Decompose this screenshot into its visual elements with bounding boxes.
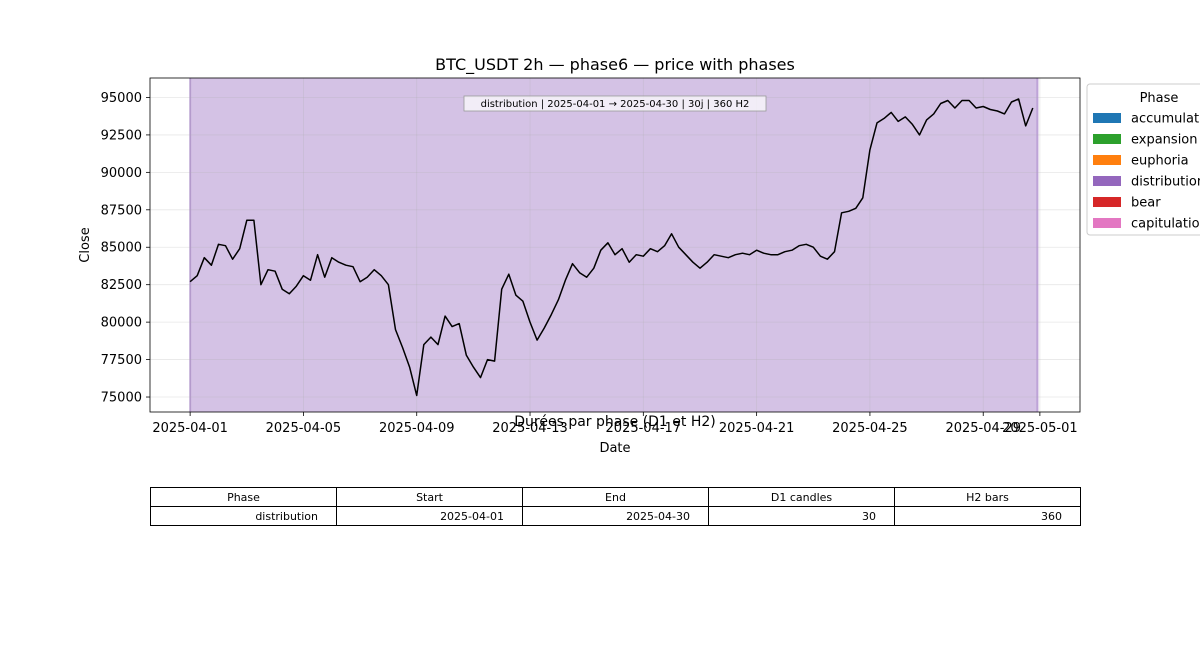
header-end: End (522, 487, 709, 507)
y-tick-label: 87500 (101, 203, 142, 218)
table-title: Durées par phase (D1 et H2) (514, 414, 716, 430)
x-tick-label: 2025-04-01 (152, 421, 228, 436)
x-axis-label: Date (599, 441, 630, 456)
header-h2-bars: H2 bars (894, 487, 1081, 507)
legend-label: expansion (1131, 133, 1198, 148)
y-tick-label: 77500 (101, 353, 142, 368)
y-tick-label: 80000 (101, 316, 142, 331)
header-d1-candles: D1 candles (708, 487, 895, 507)
plot-background (150, 78, 1080, 412)
legend: Phase accumulation expansion euphoria distr… (1086, 83, 1200, 236)
header-start: Start (336, 487, 523, 507)
x-tick-label: 2025-04-25 (832, 421, 908, 436)
x-tick-label: 2025-04-21 (719, 421, 795, 436)
legend-swatch (1093, 155, 1121, 165)
x-tick-label: 2025-04-29 (945, 421, 1021, 436)
legend-swatch (1093, 176, 1121, 186)
x-tick-label: 2025-04-13 (492, 421, 568, 436)
y-tick-label: 95000 (101, 91, 142, 106)
legend-title: Phase (1140, 91, 1179, 106)
price-series-line (189, 98, 1034, 397)
x-tick-label: 2025-04-05 (266, 421, 342, 436)
legend-label: capitulation (1131, 217, 1200, 232)
legend-swatch (1093, 218, 1121, 228)
x-tick-label: 2025-04-17 (606, 421, 682, 436)
legend-label: distribution (1131, 175, 1200, 190)
plot-area: 75000 77500 80000 82500 85000 87500 90000 92500… (101, 77, 1081, 436)
chart-title: BTC_USDT 2h — phase6 — price with phases (435, 55, 795, 75)
x-tick-label: 2025-04-09 (379, 421, 455, 436)
legend-label: bear (1131, 196, 1161, 211)
table-row: distribution 2025-04-01 2025-04-30 30 36… (150, 506, 1081, 526)
legend-swatch (1093, 134, 1121, 144)
legend-swatch (1093, 113, 1121, 123)
y-tick-label: 82500 (101, 278, 142, 293)
y-tick-label: 90000 (101, 166, 142, 181)
cell-start: 2025-04-01 (336, 506, 523, 526)
cell-d1-candles: 30 (708, 506, 895, 526)
plot-frame (149, 77, 1081, 413)
header-phase: Phase (150, 487, 337, 507)
cell-phase: distribution (150, 506, 337, 526)
phase-annotation-box (463, 95, 767, 112)
x-tick-label: 2025-05-01 (1002, 421, 1078, 436)
cell-end: 2025-04-30 (522, 506, 709, 526)
legend-label: euphoria (1131, 154, 1189, 169)
phase-band (190, 78, 1038, 412)
y-tick-label: 75000 (101, 391, 142, 406)
table-header-row: Phase Start End D1 candles H2 bars (150, 487, 1081, 507)
legend-swatch (1093, 197, 1121, 207)
y-tick-label: 85000 (101, 241, 142, 256)
y-axis-label: Close (78, 227, 93, 262)
phase-annotation: distribution | 2025-04-01 → 2025-04-30 |… (481, 99, 750, 110)
y-tick-label: 92500 (101, 128, 142, 143)
phase-durations-table: Phase Start End D1 candles H2 bars distr… (150, 487, 1081, 526)
cell-h2-bars: 360 (894, 506, 1081, 526)
legend-label: accumulation (1131, 112, 1200, 127)
